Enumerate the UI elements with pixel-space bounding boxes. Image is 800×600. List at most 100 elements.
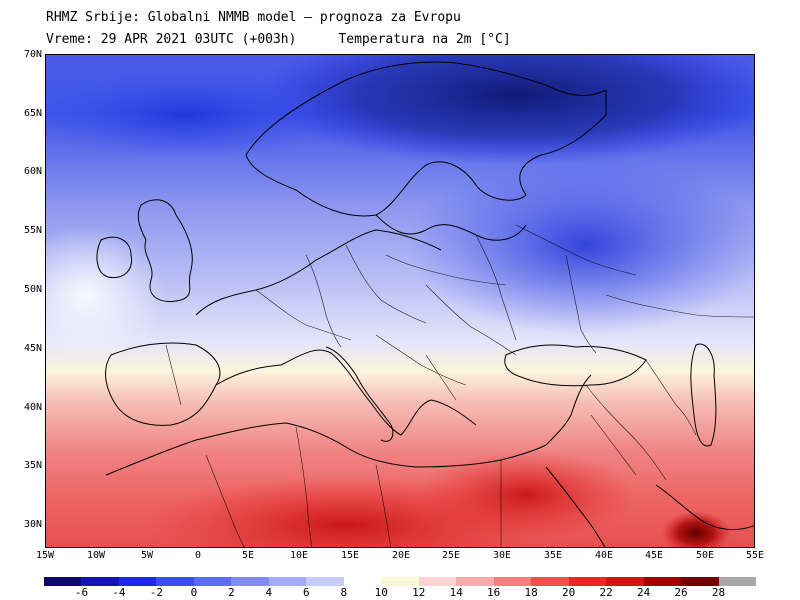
lon-tick-label: 45E bbox=[644, 550, 664, 561]
lon-tick-label: 10W bbox=[86, 550, 106, 561]
lon-tick-label: 30E bbox=[492, 550, 512, 561]
valid-time: Vreme: 29 APR 2021 03UTC (+003h) bbox=[46, 32, 297, 47]
lat-tick-label: 50N bbox=[23, 284, 42, 295]
colorbar-segment bbox=[381, 577, 420, 586]
colorbar-label: 4 bbox=[265, 586, 273, 599]
coastlines bbox=[96, 61, 754, 547]
lon-tick-label: 5W bbox=[140, 550, 154, 561]
border bbox=[295, 426, 313, 547]
lat-tick-label: 60N bbox=[23, 166, 42, 177]
border bbox=[515, 224, 637, 276]
lon-tick-label: 15E bbox=[340, 550, 360, 561]
border bbox=[425, 354, 457, 401]
colorbar-label: 8 bbox=[340, 586, 348, 599]
border bbox=[585, 384, 667, 481]
colorbar-label: 24 bbox=[636, 586, 651, 599]
lon-tick-label: 5E bbox=[241, 550, 255, 561]
lon-tick-label: 25E bbox=[441, 550, 461, 561]
colorbar-segment bbox=[531, 577, 570, 586]
coast-italy bbox=[325, 346, 394, 442]
coast-ireland bbox=[96, 236, 133, 279]
colorbar-segment bbox=[193, 577, 232, 586]
lon-tick-label: 35E bbox=[543, 550, 563, 561]
colorbar-segment bbox=[268, 577, 307, 586]
chart-title: RHMZ Srbije: Globalni NMMB model — progn… bbox=[46, 10, 461, 25]
coast-mediterranean-north bbox=[215, 349, 477, 436]
border bbox=[425, 284, 517, 356]
lat-tick-label: 45N bbox=[23, 343, 42, 354]
border bbox=[375, 334, 467, 386]
colorbar-label: -6 bbox=[74, 586, 89, 599]
country-borders bbox=[165, 224, 754, 547]
cold-area-scandinavia bbox=[256, 55, 754, 165]
coast-britain bbox=[137, 199, 193, 302]
colorbar-label: 16 bbox=[487, 586, 501, 599]
colorbar-segment bbox=[681, 577, 720, 586]
border bbox=[475, 234, 517, 341]
colorbar-segment bbox=[418, 577, 457, 586]
colorbar-label: 28 bbox=[711, 586, 726, 599]
border bbox=[605, 294, 754, 318]
lon-tick-label: 0 bbox=[194, 550, 202, 561]
colorbar-label: 10 bbox=[374, 586, 388, 599]
coast-red-sea bbox=[545, 466, 606, 547]
hot-area-gulf bbox=[661, 511, 731, 547]
colorbar-segment bbox=[643, 577, 682, 586]
temperature-map bbox=[45, 54, 755, 548]
lon-tick-label: 20E bbox=[391, 550, 411, 561]
border bbox=[385, 254, 507, 286]
colorbar-label: 26 bbox=[674, 586, 688, 599]
colorbar-segment bbox=[718, 577, 757, 586]
lat-tick-label: 30N bbox=[23, 519, 42, 530]
border bbox=[375, 464, 392, 547]
coast-scandinavia bbox=[245, 61, 607, 217]
lon-tick-label: 40E bbox=[594, 550, 614, 561]
colorbar-segment bbox=[306, 577, 345, 586]
coast-western-europe bbox=[195, 229, 442, 316]
coast-caspian bbox=[690, 343, 717, 447]
colorbar-label: 6 bbox=[303, 586, 310, 599]
colorbar-label: 0 bbox=[190, 586, 198, 599]
border bbox=[645, 359, 697, 436]
colorbar-segment bbox=[606, 577, 645, 586]
colorbar-label: 20 bbox=[562, 586, 576, 599]
lat-tick-label: 65N bbox=[23, 108, 42, 119]
field-name: Temperatura na 2m [°C] bbox=[338, 32, 511, 47]
lon-tick-label: 10E bbox=[289, 550, 309, 561]
cold-area-west bbox=[46, 70, 336, 160]
border bbox=[205, 454, 245, 547]
lat-tick-label: 70N bbox=[23, 49, 42, 60]
hot-area-egypt bbox=[416, 450, 636, 540]
border bbox=[345, 244, 427, 324]
cold-area-east bbox=[406, 155, 754, 335]
colorbar-label: 12 bbox=[412, 586, 426, 599]
coast-levant bbox=[545, 374, 592, 446]
colorbar-label: 14 bbox=[449, 586, 463, 599]
colorbar-segment bbox=[456, 577, 495, 586]
colorbar-segment bbox=[118, 577, 157, 586]
warm-atlantic bbox=[46, 225, 166, 365]
colorbar-segment bbox=[156, 577, 195, 586]
border bbox=[165, 344, 182, 406]
colorbar-segment bbox=[81, 577, 120, 586]
lat-tick-label: 55N bbox=[23, 225, 42, 236]
colorbar-label: 2 bbox=[228, 586, 235, 599]
lon-tick-label: 50E bbox=[695, 550, 715, 561]
coast-black-sea bbox=[504, 344, 647, 387]
lat-tick-label: 40N bbox=[23, 402, 42, 413]
colorbar-label: -4 bbox=[112, 586, 126, 599]
coast-north-africa bbox=[105, 422, 547, 476]
border bbox=[565, 254, 597, 354]
colorbar-segment bbox=[44, 577, 82, 586]
border bbox=[590, 414, 637, 476]
border bbox=[305, 254, 342, 348]
forecast-info: Vreme: 29 APR 2021 03UTC (+003h) Temperat… bbox=[46, 33, 511, 47]
colorbar-label: 18 bbox=[524, 586, 538, 599]
lon-tick-label: 55E bbox=[745, 550, 765, 561]
colorbar-segment bbox=[493, 577, 532, 586]
colorbar bbox=[44, 577, 757, 586]
colorbar-segment bbox=[343, 577, 382, 586]
colorbar-segment bbox=[568, 577, 607, 586]
coast-baltic bbox=[375, 214, 527, 241]
colorbar-label: -2 bbox=[149, 586, 164, 599]
